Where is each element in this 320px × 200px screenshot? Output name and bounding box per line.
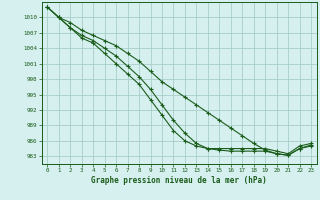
- X-axis label: Graphe pression niveau de la mer (hPa): Graphe pression niveau de la mer (hPa): [91, 176, 267, 185]
